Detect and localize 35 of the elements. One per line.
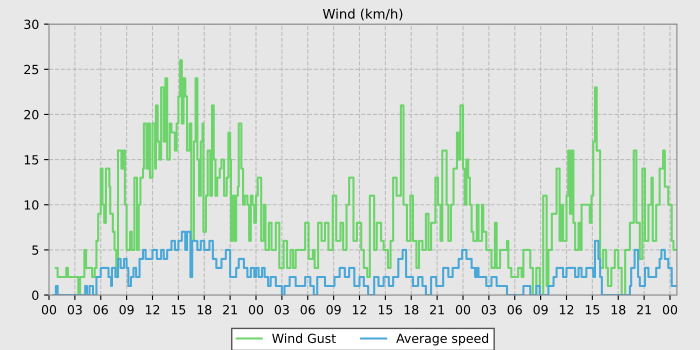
y-tick-label: 0 bbox=[32, 290, 38, 300]
x-tick-label: 09 bbox=[533, 304, 548, 314]
x-tick-label: 18 bbox=[612, 304, 626, 314]
y-tick-label: 20 bbox=[24, 110, 38, 120]
y-tick-label: 15 bbox=[24, 155, 38, 165]
x-tick-label: 06 bbox=[508, 304, 522, 314]
x-tick-label: 00 bbox=[248, 304, 264, 314]
x-tick-label: 03 bbox=[274, 304, 289, 314]
x-tick-label: 03 bbox=[68, 304, 82, 314]
x-tick-label: 15 bbox=[586, 305, 600, 314]
x-tick-label: 15 bbox=[378, 305, 392, 314]
x-tick-label: 06 bbox=[94, 304, 108, 314]
y-tick-label: 5 bbox=[32, 246, 38, 255]
x-tick-label: 12 bbox=[560, 304, 574, 314]
x-tick-label: 03 bbox=[482, 304, 496, 314]
x-tick-label: 09 bbox=[326, 304, 341, 314]
x-tick-label: 15 bbox=[172, 305, 186, 314]
y-tick-label: 30 bbox=[24, 20, 38, 30]
x-tick-label: 00 bbox=[456, 304, 470, 314]
x-tick-label: 06 bbox=[300, 304, 315, 314]
x-tick-label: 21 bbox=[430, 304, 444, 314]
legend-label: Average speed bbox=[396, 333, 488, 346]
y-tick-label: 10 bbox=[24, 200, 38, 210]
legend-label: Wind Gust bbox=[272, 333, 336, 344]
x-tick-label: 09 bbox=[119, 304, 134, 314]
x-tick-label: 00 bbox=[42, 304, 56, 314]
x-tick-label: 12 bbox=[146, 304, 160, 314]
x-tick-label: 12 bbox=[352, 304, 366, 314]
y-tick-label: 25 bbox=[24, 64, 38, 74]
x-tick-label: 18 bbox=[198, 304, 212, 314]
x-tick-label: 18 bbox=[404, 304, 418, 314]
chart-title: Wind (km/h) bbox=[322, 8, 402, 20]
x-tick-label: 21 bbox=[223, 304, 237, 314]
x-tick-label: 21 bbox=[637, 304, 651, 314]
x-tick-label: 00 bbox=[662, 304, 678, 314]
